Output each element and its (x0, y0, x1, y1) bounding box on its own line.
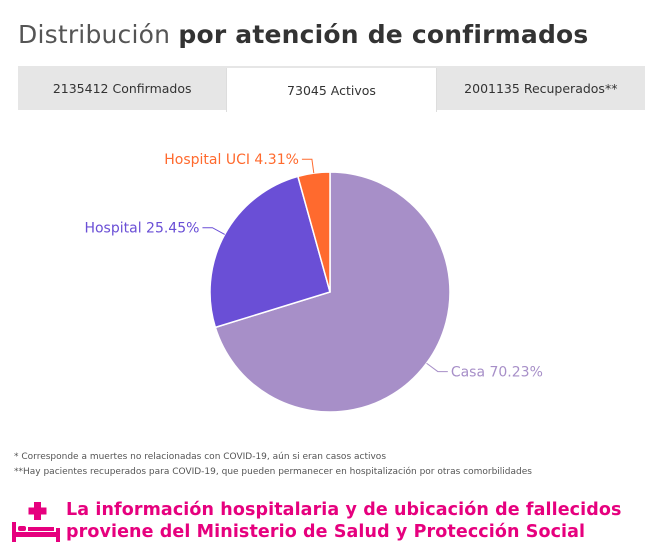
slice-hospital-leader (202, 227, 225, 235)
tab-confirmados[interactable]: 2135412 Confirmados (52, 80, 192, 96)
slice-hospital-uci[interactable] (296, 171, 331, 293)
label-hospital: Hospital 25.45% (84, 221, 199, 237)
label-casa: Casa 70.23% (451, 365, 543, 381)
footnote-1: * Corresponde a muertes no relacionadas … (14, 452, 387, 462)
tab-recuperados[interactable]: 2001135 Recuperados** (464, 80, 618, 96)
title-bold: por atención de confirmados (178, 20, 589, 49)
slice-casa[interactable] (214, 171, 451, 413)
tab-bar: 2135412 Confirmados 73045 Activos 200113… (18, 66, 645, 112)
footnotes: * Corresponde a muertes no relacionadas … (14, 450, 644, 480)
hospital-bed-icon (12, 502, 60, 542)
source-line-1: La información hospitalaria y de ubicaci… (66, 500, 622, 520)
pie-chart: Casa 70.23% Hospital 25.45% Hospital UCI 4… (84, 152, 543, 413)
slice-hospital[interactable] (209, 175, 331, 329)
source-message: La información hospitalaria y de ubicaci… (66, 499, 646, 543)
title-light: Distribución (18, 20, 171, 49)
footnote-2: **Hay pacientes recuperados para COVID-1… (14, 467, 532, 477)
source-banner: La información hospitalaria y de ubicaci… (10, 499, 645, 545)
tab-activos[interactable]: 73045 Activos (226, 68, 437, 112)
slice-hospital-uci-leader (301, 158, 315, 174)
label-hospital-uci: Hospital UCI 4.31% (164, 152, 299, 168)
page-title: Distribución por atención de confirmados (18, 20, 589, 49)
slice-casa-leader (426, 362, 448, 373)
pie-chart-area: Casa 70.23% Hospital 25.45% Hospital UCI 4… (0, 110, 649, 440)
source-line-2: proviene del Ministerio de Salud y Prote… (66, 522, 586, 542)
